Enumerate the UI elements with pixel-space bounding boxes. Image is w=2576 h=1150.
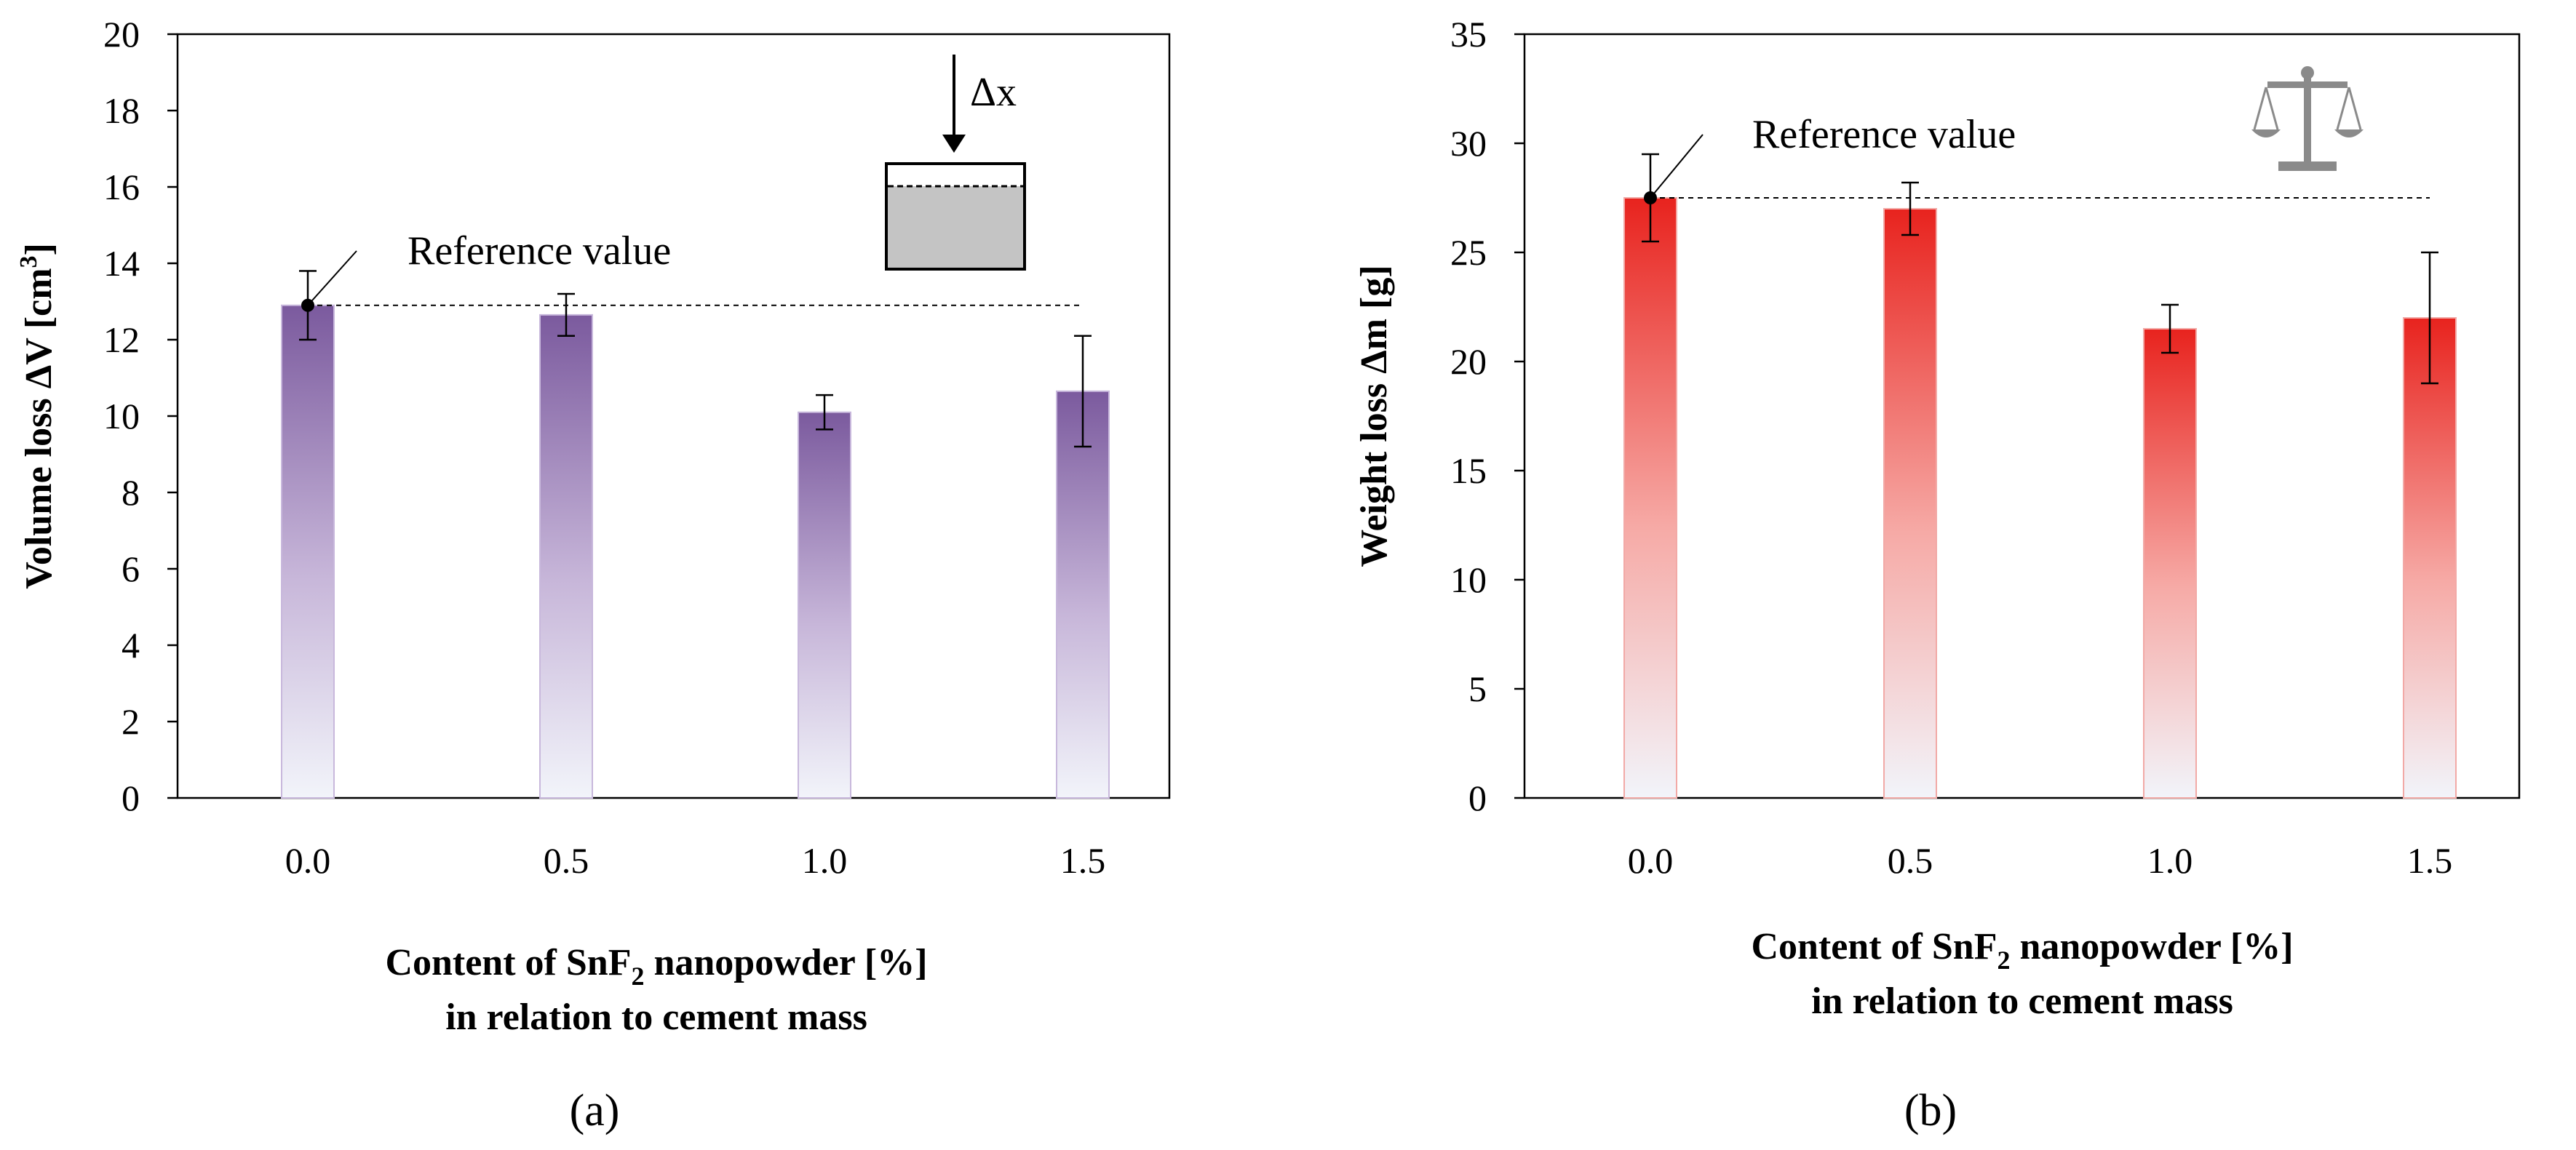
scale-beam xyxy=(2267,81,2348,88)
y-tick-label: 2 xyxy=(122,701,140,742)
scale-left-string-b xyxy=(2265,87,2279,130)
bar xyxy=(2403,317,2457,799)
bars-a xyxy=(281,270,1110,799)
reference-label-a: Reference value xyxy=(408,228,671,273)
y-tick-label: 6 xyxy=(122,548,140,589)
inset-arrow-head xyxy=(942,135,966,153)
y-tick-label: 15 xyxy=(1450,450,1487,491)
y-tick-label: 4 xyxy=(122,625,140,666)
y-tick-label: 10 xyxy=(1450,559,1487,600)
reference-leader-b xyxy=(1650,134,1704,199)
y-tick-label: 12 xyxy=(103,319,140,360)
bar xyxy=(281,304,335,799)
y-ticks-a: 0 2 4 6 8 10 12 14 16 18 20 xyxy=(103,14,178,818)
y-axis-label-b: Weight loss Δm [g] xyxy=(1353,265,1395,567)
plot-frame-b xyxy=(1523,33,2521,799)
bar xyxy=(1056,390,1110,799)
y-tick-label: 20 xyxy=(103,14,140,55)
inset-label: Δx xyxy=(970,70,1017,115)
inset-fill xyxy=(888,186,1023,268)
reference-leader-a xyxy=(307,250,357,306)
x-ticks-a: 0.0 0.5 1.0 1.5 xyxy=(285,840,1106,881)
x-tick-label: 1.5 xyxy=(2407,840,2453,881)
scale-right-pan xyxy=(2334,129,2364,137)
x-tick-label: 1.0 xyxy=(2147,840,2193,881)
y-tick-label: 25 xyxy=(1450,232,1487,273)
bar xyxy=(2143,328,2197,799)
scale-right-string-b xyxy=(2348,87,2362,130)
x-axis-label-b-line2: in relation to cement mass xyxy=(1811,981,2233,1022)
y-tick-label: 5 xyxy=(1468,668,1487,709)
y-tick-label: 0 xyxy=(1468,778,1487,818)
bar xyxy=(798,411,851,799)
x-tick-label: 0.0 xyxy=(1628,840,1674,881)
y-tick-label: 20 xyxy=(1450,341,1487,382)
panel-b: 0 5 10 15 20 25 30 35 0.0 0.5 1.0 1.5 Reference va… xyxy=(1353,14,2521,1135)
y-tick-label: 16 xyxy=(103,167,140,207)
x-tick-label: 0.5 xyxy=(544,840,589,881)
x-tick-label: 1.5 xyxy=(1060,840,1106,881)
y-tick-label: 10 xyxy=(103,396,140,436)
scale-left-string-a xyxy=(2253,87,2267,130)
x-tick-label: 0.5 xyxy=(1888,840,1933,881)
scale-right-string-a xyxy=(2336,87,2350,130)
scale-left-pan xyxy=(2251,129,2281,137)
scale-base xyxy=(2278,161,2337,171)
bar xyxy=(1883,208,1937,799)
scale-pillar xyxy=(2304,73,2311,164)
y-axis-label-a: Volume loss ΔV [cm3] xyxy=(15,243,60,589)
x-axis-label-a-line2: in relation to cement mass xyxy=(445,997,867,1038)
y-tick-label: 30 xyxy=(1450,123,1487,164)
bars-b xyxy=(1623,153,2457,799)
displacement-diagram: Δx xyxy=(885,55,1026,271)
y-ticks-b: 0 5 10 15 20 25 30 35 xyxy=(1450,14,1524,818)
reference-label-b: Reference value xyxy=(1752,112,2016,157)
y-tick-label: 35 xyxy=(1450,14,1487,55)
y-tick-label: 14 xyxy=(103,243,140,284)
y-tick-label: 8 xyxy=(122,472,140,513)
x-tick-label: 1.0 xyxy=(802,840,848,881)
bar xyxy=(539,314,593,799)
x-axis-label-a-line1: Content of SnF2 nanopowder [%] xyxy=(385,942,927,991)
bar xyxy=(1623,197,1677,799)
panel-label-b: (b) xyxy=(1904,1086,1957,1135)
balance-scale-icon xyxy=(2251,66,2364,171)
y-tick-label: 18 xyxy=(103,90,140,131)
panel-a: 0 2 4 6 8 10 12 14 16 18 20 0.0 0.5 1.0 1.5 Reference… xyxy=(15,14,1171,1135)
x-ticks-b: 0.0 0.5 1.0 1.5 xyxy=(1628,840,2453,881)
y-tick-label: 0 xyxy=(122,778,140,818)
panel-label-a: (a) xyxy=(570,1086,620,1135)
x-axis-label-b-line1: Content of SnF2 nanopowder [%] xyxy=(1751,926,2293,975)
x-tick-label: 0.0 xyxy=(285,840,331,881)
